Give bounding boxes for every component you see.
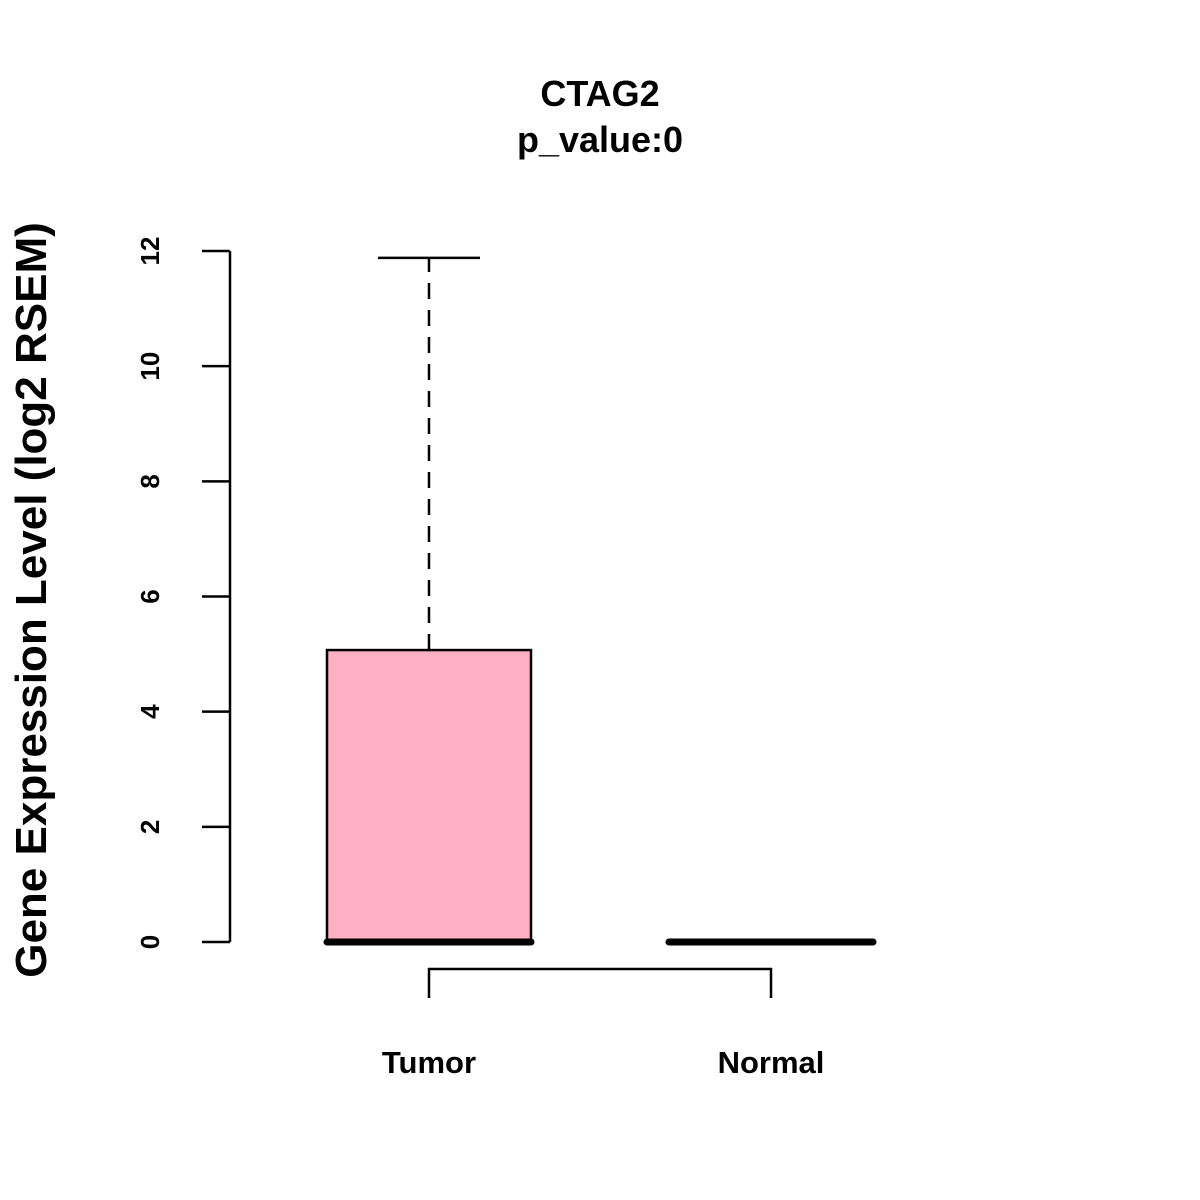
y-axis-label: Gene Expression Level (log2 RSEM) [7,222,56,978]
box-layer [323,256,877,946]
category-labels: Tumor Normal [382,1045,824,1080]
category-label-normal: Normal [718,1045,825,1080]
y-tick-label-2: 2 [135,820,165,834]
category-label-tumor: Tumor [382,1045,476,1080]
y-tick-label-10: 10 [135,352,165,381]
y-tick-label-6: 6 [135,589,165,603]
chart-title: CTAG2 [540,73,659,114]
y-axis: 0 2 4 6 8 10 12 [135,237,232,949]
bracket-line [427,967,773,998]
tumor-box [325,648,533,944]
chart-subtitle: p_value:0 [517,119,683,160]
y-tick-label-8: 8 [135,474,165,488]
comparison-bracket [427,967,773,998]
y-tick-label-4: 4 [135,704,165,719]
y-tick-label-0: 0 [135,935,165,949]
y-tick-label-12: 12 [135,237,165,266]
